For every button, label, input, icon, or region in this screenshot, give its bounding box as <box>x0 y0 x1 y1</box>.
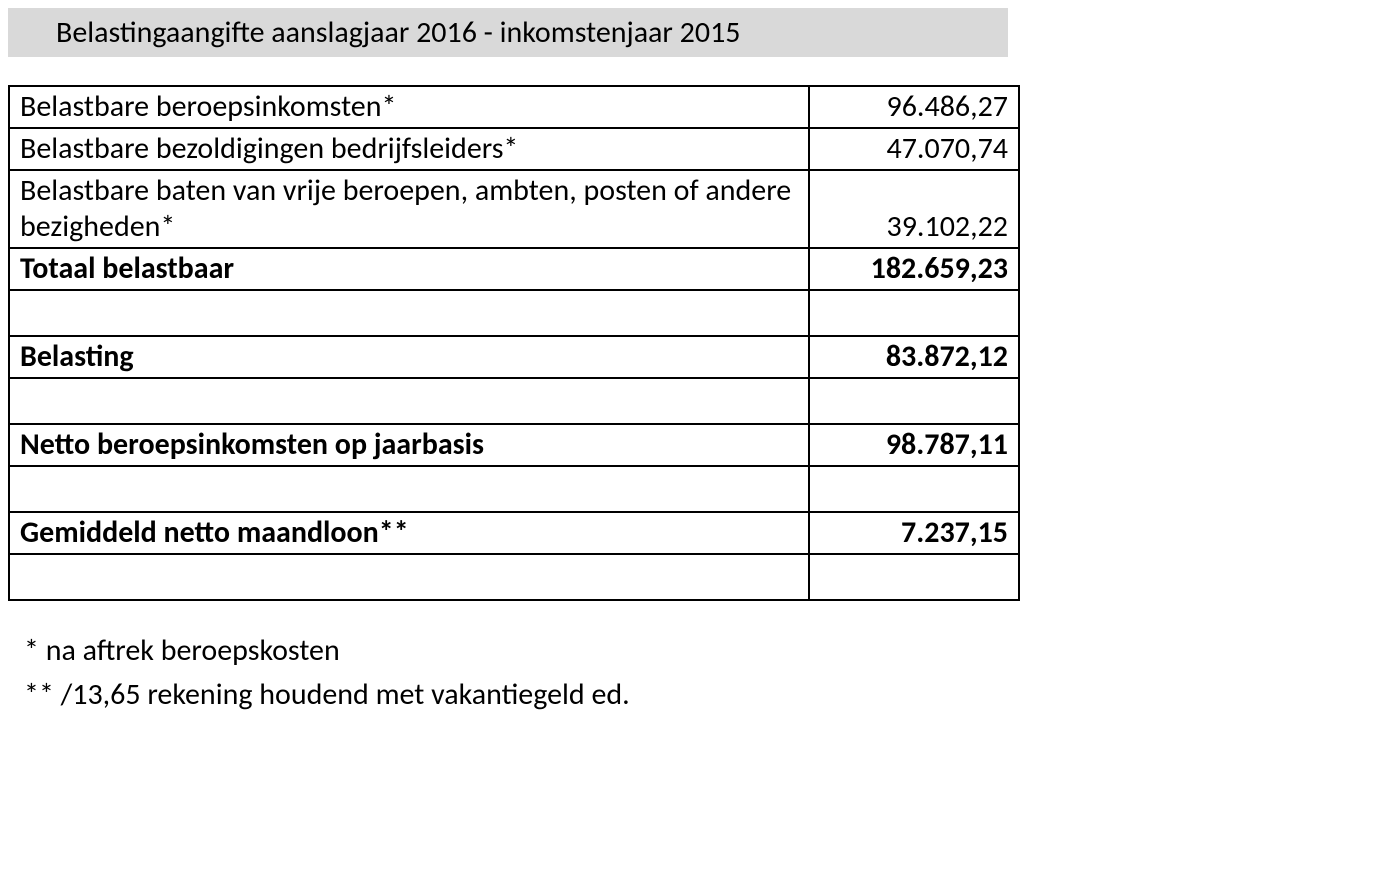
table-row-spacer <box>9 554 1019 600</box>
row-value: 98.787,11 <box>809 424 1019 466</box>
row-label <box>9 290 809 336</box>
row-value <box>809 290 1019 336</box>
row-value <box>809 378 1019 424</box>
row-label: Belastbare bezoldigingen bedrijfsleiders… <box>9 128 809 170</box>
table-row-spacer <box>9 378 1019 424</box>
row-label: Netto beroepsinkomsten op jaarbasis <box>9 424 809 466</box>
table-row: Netto beroepsinkomsten op jaarbasis 98.7… <box>9 424 1019 466</box>
row-label: Gemiddeld netto maandloon** <box>9 512 809 554</box>
row-label <box>9 554 809 600</box>
row-value: 7.237,15 <box>809 512 1019 554</box>
tax-table: Belastbare beroepsinkomsten* 96.486,27 B… <box>8 85 1020 601</box>
row-value: 47.070,74 <box>809 128 1019 170</box>
row-value: 39.102,22 <box>809 170 1019 248</box>
page-title: Belastingaangifte aanslagjaar 2016 - ink… <box>8 8 1008 57</box>
row-value: 182.659,23 <box>809 248 1019 290</box>
row-label: Totaal belastbaar <box>9 248 809 290</box>
table-row-spacer <box>9 466 1019 512</box>
row-value: 83.872,12 <box>809 336 1019 378</box>
table-row: Gemiddeld netto maandloon** 7.237,15 <box>9 512 1019 554</box>
table-row-total: Totaal belastbaar 182.659,23 <box>9 248 1019 290</box>
footnotes: * na aftrek beroepskosten ** /13,65 reke… <box>8 629 1387 716</box>
table-row-spacer <box>9 290 1019 336</box>
row-label <box>9 466 809 512</box>
row-value <box>809 554 1019 600</box>
table-row: Belasting 83.872,12 <box>9 336 1019 378</box>
table-row: Belastbare baten van vrije beroepen, amb… <box>9 170 1019 248</box>
row-value <box>809 466 1019 512</box>
table-row: Belastbare bezoldigingen bedrijfsleiders… <box>9 128 1019 170</box>
row-label: Belastbare baten van vrije beroepen, amb… <box>9 170 809 248</box>
footnote-1: * na aftrek beroepskosten <box>24 629 1387 673</box>
row-label: Belastbare beroepsinkomsten* <box>9 86 809 128</box>
row-label: Belasting <box>9 336 809 378</box>
footnote-2: ** /13,65 rekening houdend met vakantieg… <box>24 673 1387 717</box>
row-label <box>9 378 809 424</box>
table-row: Belastbare beroepsinkomsten* 96.486,27 <box>9 86 1019 128</box>
row-value: 96.486,27 <box>809 86 1019 128</box>
